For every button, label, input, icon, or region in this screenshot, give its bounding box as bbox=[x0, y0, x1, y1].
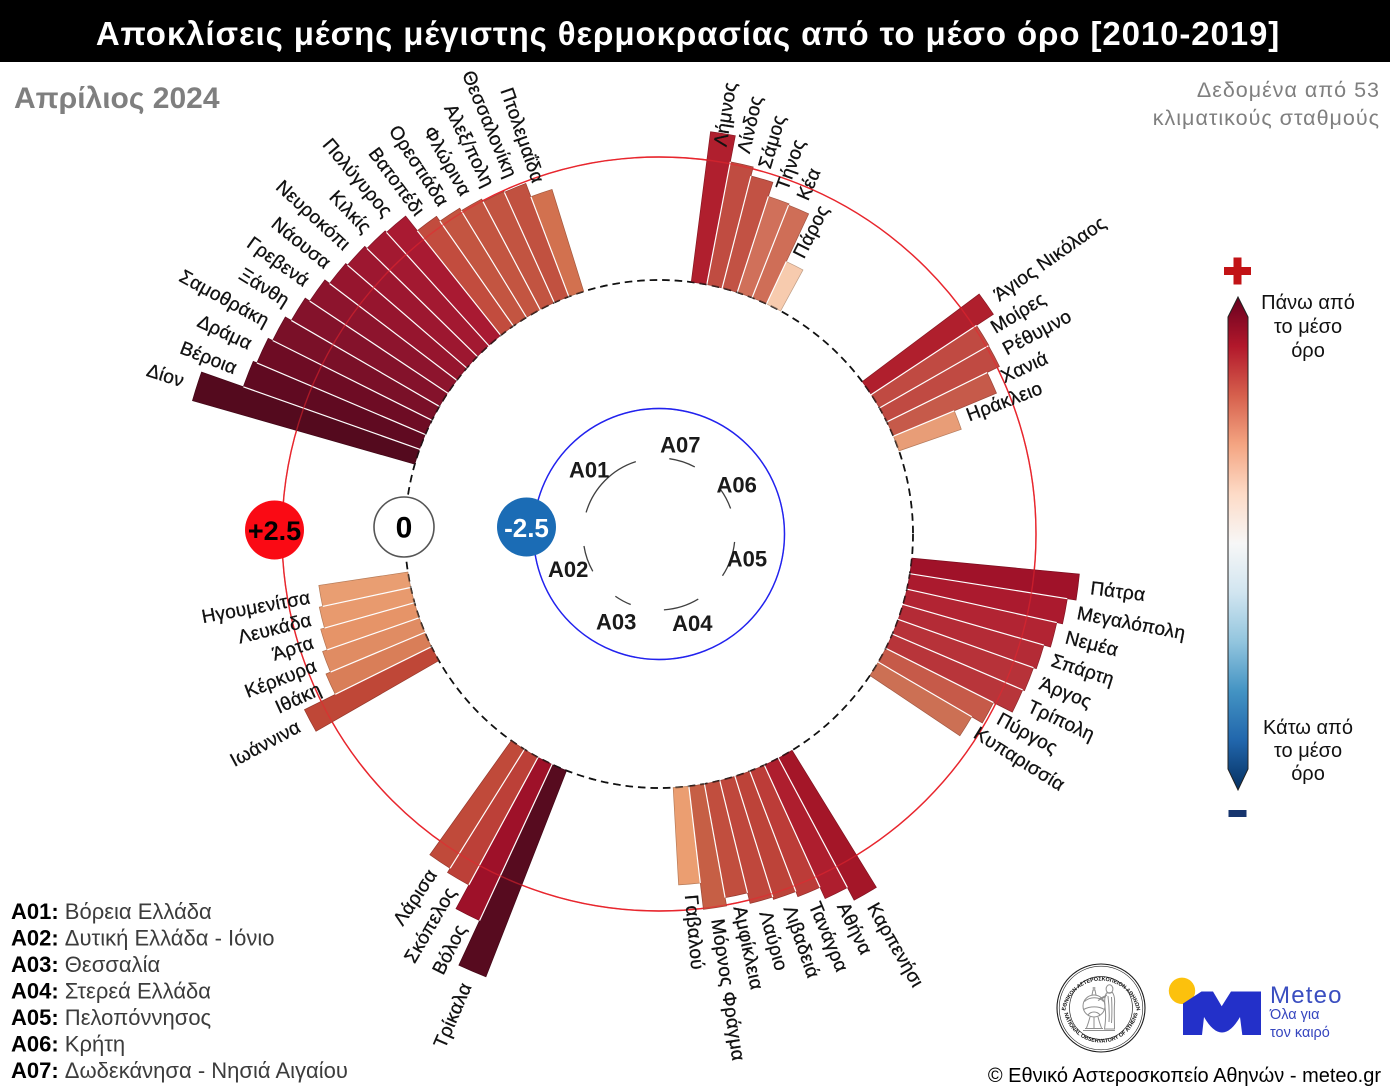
svg-text:+2.5: +2.5 bbox=[248, 516, 301, 546]
svg-text:A02: A02 bbox=[548, 557, 588, 582]
svg-text:Απρίλιος 2024: Απρίλιος 2024 bbox=[14, 82, 220, 115]
svg-text:A02: Δυτική Ελλάδα - Ιόνιο: A02: Δυτική Ελλάδα - Ιόνιο bbox=[11, 926, 275, 951]
svg-text:A07: Δωδεκάνησα - Νησιά Αιγαίο: A07: Δωδεκάνησα - Νησιά Αιγαίου bbox=[11, 1058, 348, 1083]
svg-text:0: 0 bbox=[396, 512, 413, 545]
svg-text:A01: A01 bbox=[569, 458, 609, 483]
svg-text:A01: Βόρεια Ελλάδα: A01: Βόρεια Ελλάδα bbox=[11, 899, 212, 924]
svg-text:όρο: όρο bbox=[1291, 763, 1325, 785]
svg-text:Meteo: Meteo bbox=[1270, 982, 1343, 1009]
svg-text:A06: Κρήτη: A06: Κρήτη bbox=[11, 1032, 125, 1057]
svg-text:Πάνω από: Πάνω από bbox=[1261, 292, 1355, 314]
svg-text:A05: A05 bbox=[727, 547, 767, 572]
svg-text:το μέσο: το μέσο bbox=[1274, 316, 1342, 338]
svg-text:Όλα για: Όλα για bbox=[1269, 1007, 1320, 1023]
svg-text:A04: Στερεά Ελλάδα: A04: Στερεά Ελλάδα bbox=[11, 979, 211, 1004]
svg-text:A04: A04 bbox=[672, 611, 713, 636]
svg-text:Κάτω από: Κάτω από bbox=[1263, 717, 1353, 739]
svg-text:το μέσο: το μέσο bbox=[1274, 740, 1342, 762]
svg-text:-2.5: -2.5 bbox=[504, 513, 549, 543]
svg-text:A05: Πελοπόννησος: A05: Πελοπόννησος bbox=[11, 1005, 211, 1030]
svg-text:Αποκλίσεις μέσης μέγιστης θερμ: Αποκλίσεις μέσης μέγιστης θερμοκρασίας α… bbox=[96, 15, 1280, 52]
svg-text:τον καιρό: τον καιρό bbox=[1270, 1025, 1330, 1041]
svg-text:A03: Θεσσαλία: A03: Θεσσαλία bbox=[11, 952, 160, 977]
svg-text:όρο: όρο bbox=[1291, 340, 1325, 362]
svg-text:© Εθνικό Αστεροσκοπείο Αθηνών: © Εθνικό Αστεροσκοπείο Αθηνών - meteo.gr bbox=[988, 1065, 1381, 1087]
svg-text:A06: A06 bbox=[717, 472, 757, 497]
svg-text:Δεδομένα από 53: Δεδομένα από 53 bbox=[1197, 78, 1380, 102]
svg-text:A07: A07 bbox=[660, 433, 700, 458]
svg-text:A03: A03 bbox=[596, 610, 636, 635]
svg-text:κλιματικούς σταθμούς: κλιματικούς σταθμούς bbox=[1153, 106, 1380, 130]
